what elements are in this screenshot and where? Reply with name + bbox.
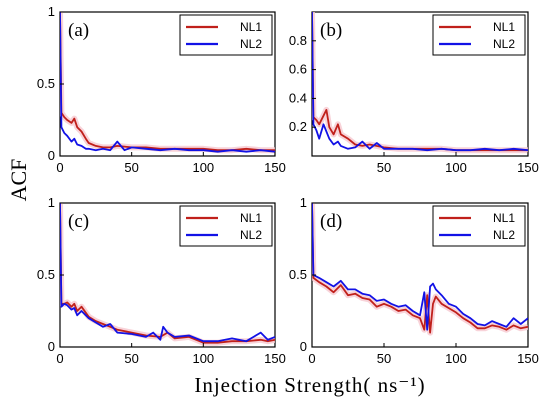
x-tick-label: 0 [56, 160, 63, 175]
panel-label: (a) [68, 20, 89, 41]
y-tick-label: 1 [300, 195, 307, 210]
legend-label-nl1: NL1 [240, 20, 262, 34]
y-tick-label: 0 [48, 339, 55, 354]
series-group [312, 12, 528, 154]
series-line-nl2 [60, 12, 275, 153]
y-tick-label: 1 [48, 195, 55, 210]
y-tick-label: 0.5 [37, 267, 55, 282]
legend-label-nl2: NL2 [240, 37, 262, 51]
y-tick-label: 0.8 [289, 33, 307, 48]
x-tick-label: 100 [445, 351, 467, 366]
series-line-nl1 [312, 203, 528, 334]
series-line-nl1 [60, 12, 275, 152]
legend-box [432, 205, 526, 247]
x-tick-label: 100 [192, 160, 214, 175]
panel-label: (c) [68, 211, 89, 232]
y-tick-label: 1 [48, 4, 55, 19]
y-tick-label: 0.6 [289, 62, 307, 77]
x-tick-label: 150 [264, 351, 286, 366]
x-tick-label: 50 [377, 351, 391, 366]
series-line-nl2 [312, 203, 528, 331]
x-tick-label: 0 [56, 351, 63, 366]
x-axis-label: Injection Strength( ns⁻¹) [194, 373, 425, 397]
legend-box [179, 205, 273, 247]
legend-label-nl2: NL2 [493, 228, 515, 242]
y-tick-label: 0.5 [289, 267, 307, 282]
y-tick-label: 0.5 [37, 76, 55, 91]
x-tick-label: 150 [517, 351, 539, 366]
series-group [60, 203, 275, 346]
panel-label: (b) [320, 20, 342, 41]
legend-label-nl2: NL2 [240, 228, 262, 242]
y-tick-label: 0.4 [289, 90, 307, 105]
y-tick-label: 0 [300, 339, 307, 354]
x-tick-label: 100 [445, 160, 467, 175]
y-axis-label: ACF [6, 159, 31, 202]
legend-label-nl1: NL1 [240, 211, 262, 225]
legend-label-nl1: NL1 [493, 20, 515, 34]
legend-label-nl2: NL2 [493, 37, 515, 51]
series-line-nl1 [60, 203, 275, 344]
x-tick-label: 100 [192, 351, 214, 366]
panel-label: (d) [320, 211, 342, 232]
legend-box [179, 14, 273, 56]
x-tick-label: 50 [377, 160, 391, 175]
legend-box [432, 14, 526, 56]
x-tick-label: 150 [517, 160, 539, 175]
x-tick-label: 0 [308, 351, 315, 366]
y-tick-label: 0.2 [289, 119, 307, 134]
series-line-nl2 [312, 12, 528, 152]
x-tick-label: 150 [264, 160, 286, 175]
y-tick-label: 0 [48, 148, 55, 163]
series-group [312, 203, 528, 336]
x-tick-label: 50 [124, 160, 138, 175]
x-tick-label: 50 [124, 351, 138, 366]
legend-label-nl1: NL1 [493, 211, 515, 225]
series-line-nl2 [60, 203, 275, 343]
series-group [60, 12, 275, 154]
